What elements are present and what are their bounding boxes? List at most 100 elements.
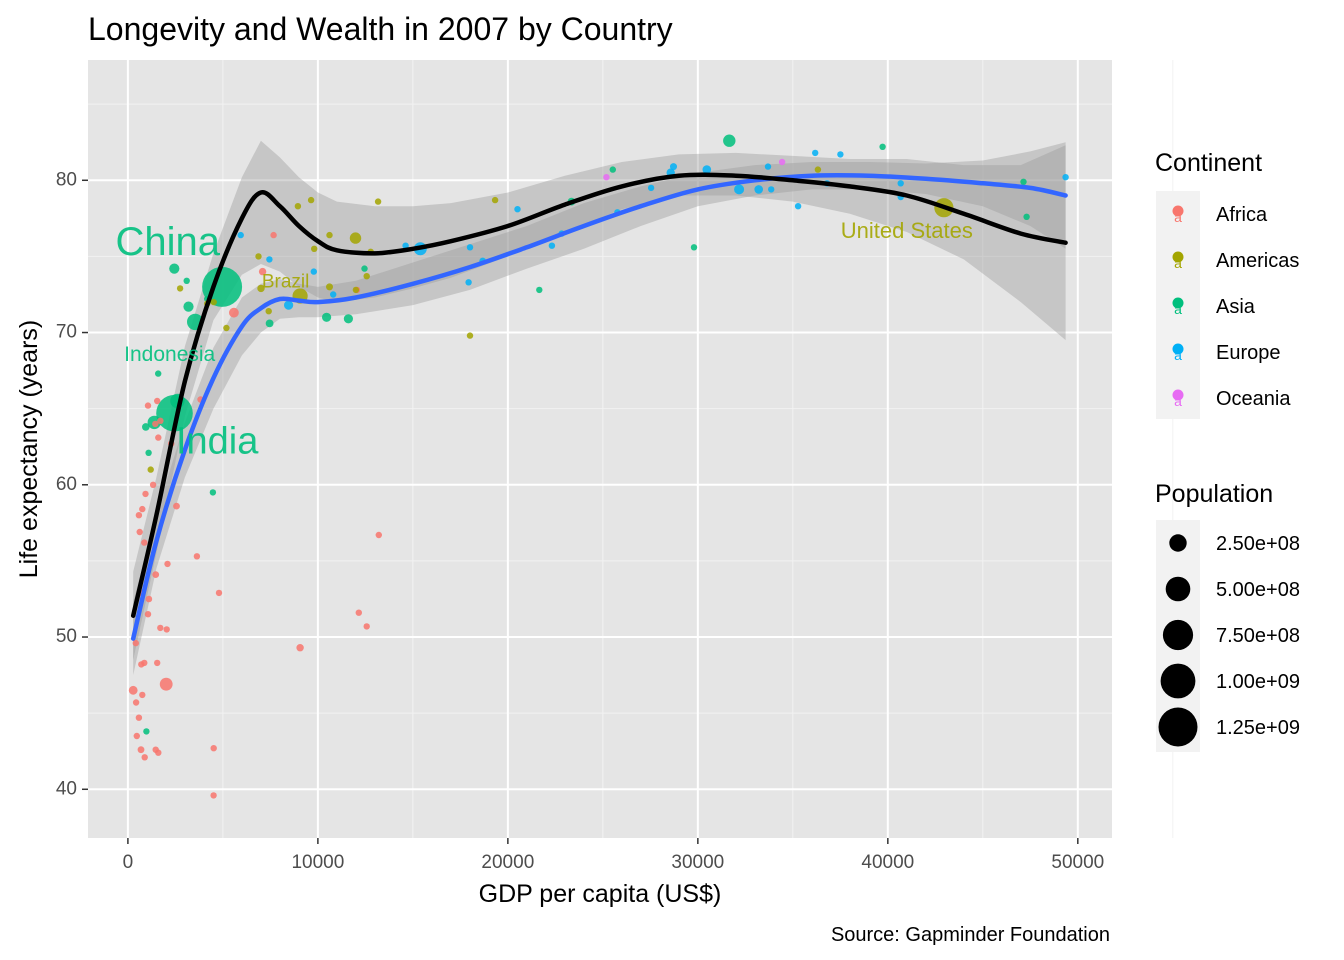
data-point <box>294 203 302 210</box>
data-point <box>210 792 217 799</box>
data-point <box>163 626 170 633</box>
data-point <box>210 298 217 306</box>
data-point <box>734 184 745 195</box>
data-point <box>266 256 273 263</box>
x-tick-label: 30000 <box>671 852 724 873</box>
y-tick-label: 50 <box>56 626 77 647</box>
x-tick-label: 0 <box>123 852 134 873</box>
data-point <box>837 151 844 158</box>
data-point <box>141 754 148 761</box>
data-point <box>145 449 152 456</box>
data-point <box>296 644 304 652</box>
data-point <box>768 186 775 193</box>
data-point <box>609 166 616 173</box>
data-point <box>754 185 763 194</box>
data-point <box>514 206 521 213</box>
data-point <box>764 163 772 170</box>
data-point <box>141 539 148 546</box>
legend-key-glyph: a <box>1174 301 1182 317</box>
legend-population-label: 1.00e+09 <box>1216 671 1300 693</box>
y-tick-label: 60 <box>56 474 77 495</box>
chart-title: Longevity and Wealth in 2007 by Country <box>88 11 673 47</box>
plot-panel <box>88 60 1112 838</box>
data-point <box>375 531 382 539</box>
legend-continent: Continent a Africa a Americas a Asia a Europe a Oc… <box>1155 149 1299 419</box>
data-point <box>265 308 272 315</box>
legend-population-label: 5.00e+08 <box>1216 579 1300 601</box>
data-point <box>144 611 152 618</box>
legend-size-dot <box>1158 707 1198 747</box>
legend-key-glyph: a <box>1174 393 1182 409</box>
data-point <box>361 265 368 272</box>
data-point <box>135 714 143 721</box>
data-point <box>155 434 162 441</box>
data-point <box>173 502 180 510</box>
data-point <box>144 402 152 409</box>
data-point <box>132 699 140 706</box>
data-point <box>536 286 543 294</box>
data-point <box>812 149 819 157</box>
x-tick-label: 20000 <box>481 852 534 873</box>
country-label: United States <box>841 218 973 243</box>
legend-population-label: 1.25e+09 <box>1216 717 1300 739</box>
legend-size-dot <box>1169 534 1187 552</box>
data-point <box>402 242 409 249</box>
country-label: China <box>116 220 221 264</box>
legend-continent-label: Americas <box>1216 250 1299 272</box>
legend-continent-label: Europe <box>1216 342 1281 364</box>
data-point <box>647 184 655 192</box>
data-point <box>349 232 362 244</box>
data-point <box>237 231 244 239</box>
data-point <box>284 300 294 310</box>
legend-population-title: Population <box>1155 480 1273 508</box>
data-point <box>137 746 145 754</box>
data-point <box>139 691 146 699</box>
y-axis: 40 50 60 70 80 <box>56 169 88 799</box>
data-point <box>128 685 138 695</box>
data-point <box>145 595 153 603</box>
data-point <box>154 659 161 667</box>
data-point <box>326 231 333 239</box>
x-axis: 0 10000 20000 30000 40000 50000 <box>123 838 1104 873</box>
data-point <box>466 244 474 251</box>
data-point <box>133 732 140 740</box>
legend-key-glyph: a <box>1174 347 1182 363</box>
data-point <box>164 560 171 568</box>
data-point <box>176 285 184 292</box>
y-tick-label: 80 <box>56 169 77 190</box>
data-point <box>154 397 161 405</box>
legend-size-dot <box>1165 576 1191 602</box>
legend-key-glyph: a <box>1174 255 1182 271</box>
data-point <box>603 174 610 181</box>
y-axis-title: Life expectancy (years) <box>15 320 43 578</box>
data-point <box>157 624 164 632</box>
legend-size-dot <box>1162 619 1194 651</box>
data-point <box>229 307 239 318</box>
data-point <box>352 286 360 294</box>
data-point <box>142 490 149 498</box>
data-point <box>363 273 370 280</box>
data-point <box>897 180 904 187</box>
data-point <box>142 423 150 431</box>
data-point <box>210 745 217 752</box>
country-labels: China India Indonesia Brazil United States <box>116 218 973 463</box>
legend-key-dot <box>1172 205 1184 217</box>
legend-key-dot <box>1172 343 1184 355</box>
smooth-line-black <box>130 172 1068 618</box>
data-point <box>255 253 262 260</box>
data-point <box>169 263 180 274</box>
data-point <box>814 166 822 173</box>
y-tick-label: 70 <box>56 322 77 343</box>
data-point <box>794 203 802 210</box>
data-point <box>139 505 146 513</box>
data-point <box>257 284 265 293</box>
x-axis-title: GDP per capita (US$) <box>479 880 722 908</box>
x-tick-label: 50000 <box>1051 852 1104 873</box>
data-point <box>723 134 736 147</box>
smooth-lines <box>130 172 1068 641</box>
legend-population-label: 2.50e+08 <box>1216 533 1300 555</box>
data-point <box>183 301 194 312</box>
x-tick-label: 10000 <box>291 852 344 873</box>
data-point <box>152 571 160 578</box>
